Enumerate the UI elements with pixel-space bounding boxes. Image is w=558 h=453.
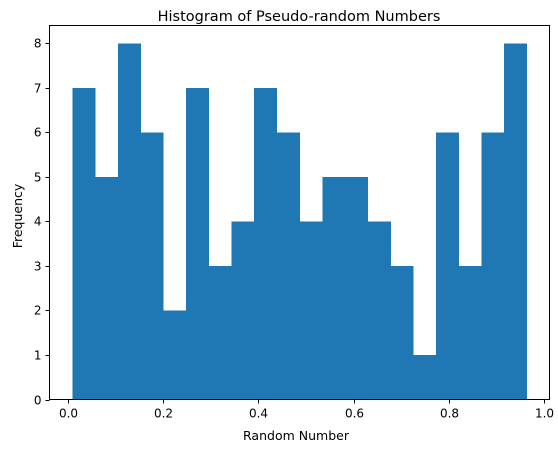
- histogram-bar: [504, 43, 528, 400]
- histogram-bar: [72, 87, 96, 400]
- histogram-bar: [231, 221, 255, 400]
- x-tick-label: 0.2: [154, 407, 173, 421]
- histogram-bar: [299, 221, 323, 400]
- histogram-bar: [254, 87, 278, 400]
- histogram-bar: [276, 132, 300, 400]
- histogram-bar: [322, 176, 346, 400]
- histogram-bar: [413, 354, 437, 400]
- chart-title: Histogram of Pseudo-random Numbers: [158, 9, 441, 25]
- x-axis-ticks: 0.0 0.2 0.4 0.6 0.8 1.0: [59, 399, 554, 421]
- histogram-bar: [481, 132, 505, 400]
- y-tick-label: 4: [34, 215, 42, 229]
- x-tick-label: 0.8: [440, 407, 459, 421]
- y-axis-ticks: 0 1 2 3 4 5 6 7 8: [34, 37, 50, 408]
- x-tick-label: 0.0: [59, 407, 78, 421]
- histogram-bar: [458, 265, 482, 400]
- bars-group: [72, 43, 528, 400]
- x-tick-label: 0.4: [249, 407, 268, 421]
- y-tick-label: 7: [34, 82, 42, 96]
- histogram-bar: [117, 43, 141, 400]
- x-tick-label: 0.6: [345, 407, 364, 421]
- y-axis-label: Frequency: [10, 183, 25, 248]
- y-tick-label: 8: [34, 37, 42, 51]
- y-tick-label: 0: [34, 394, 42, 408]
- histogram-bar: [185, 87, 210, 400]
- histogram-bar: [163, 310, 187, 400]
- histogram-bar: [140, 132, 164, 400]
- histogram-bar: [344, 176, 369, 400]
- y-tick-label: 2: [34, 304, 42, 318]
- y-tick-label: 3: [34, 260, 42, 274]
- histogram-bar: [435, 132, 460, 400]
- histogram-bar: [95, 176, 119, 400]
- y-tick-label: 1: [34, 349, 42, 363]
- y-tick-label: 6: [34, 126, 42, 140]
- histogram-bar: [390, 265, 414, 400]
- histogram-bar: [208, 265, 232, 400]
- histogram-bar: [367, 221, 391, 400]
- x-axis-label: Random Number: [243, 428, 350, 443]
- plot-frame: [49, 25, 550, 400]
- x-tick-label: 1.0: [535, 407, 554, 421]
- y-tick-label: 5: [34, 171, 42, 185]
